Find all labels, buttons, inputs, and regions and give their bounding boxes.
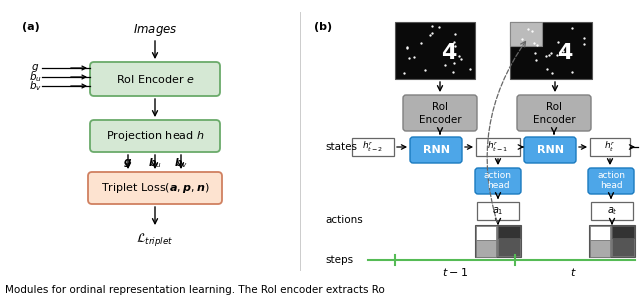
Bar: [612, 238, 634, 256]
Text: 4: 4: [442, 43, 457, 63]
Text: $h^r_{t-1}$: $h^r_{t-1}$: [487, 140, 509, 154]
Bar: [475, 225, 521, 257]
Text: steps: steps: [325, 255, 353, 265]
Bar: [476, 138, 520, 156]
Bar: [498, 226, 520, 238]
Text: action: action: [597, 171, 625, 181]
Text: Triplet Loss$(\boldsymbol{a},\boldsymbol{p},\boldsymbol{n})$: Triplet Loss$(\boldsymbol{a},\boldsymbol…: [100, 181, 209, 195]
FancyBboxPatch shape: [524, 137, 576, 163]
Bar: [498, 238, 520, 256]
Text: $h^r_{t-2}$: $h^r_{t-2}$: [362, 140, 383, 154]
Text: actions: actions: [325, 215, 363, 225]
Text: (b): (b): [314, 22, 332, 32]
Text: 4: 4: [557, 43, 573, 63]
Bar: [510, 22, 592, 79]
Text: head: head: [486, 181, 509, 191]
Text: $a_t$: $a_t$: [607, 205, 618, 217]
FancyBboxPatch shape: [88, 172, 222, 204]
Text: $\mathcal{L}_{triplet}$: $\mathcal{L}_{triplet}$: [136, 231, 173, 248]
Text: $h^r_t$: $h^r_t$: [604, 140, 616, 154]
Text: $g$: $g$: [31, 62, 39, 74]
Text: $t-1$: $t-1$: [442, 266, 468, 278]
Bar: [395, 22, 475, 79]
Bar: [612, 226, 634, 238]
Bar: [510, 22, 542, 46]
Text: RNN: RNN: [422, 145, 449, 155]
Text: $b_v$: $b_v$: [29, 79, 42, 93]
Text: $t$: $t$: [570, 266, 577, 278]
Text: Modules for ordinal representation learning. The RoI encoder extracts Ro: Modules for ordinal representation learn…: [5, 285, 385, 295]
Text: RoI: RoI: [432, 102, 448, 112]
Bar: [476, 240, 496, 257]
Bar: [591, 202, 633, 220]
FancyBboxPatch shape: [475, 168, 521, 194]
Text: $\mathit{Images}$: $\mathit{Images}$: [132, 22, 177, 38]
FancyBboxPatch shape: [517, 95, 591, 131]
Text: RoI: RoI: [546, 102, 562, 112]
Text: RNN: RNN: [536, 145, 563, 155]
Text: (a): (a): [22, 22, 40, 32]
Bar: [352, 138, 394, 156]
FancyBboxPatch shape: [403, 95, 477, 131]
FancyBboxPatch shape: [410, 137, 462, 163]
Text: $\boldsymbol{b}_v$: $\boldsymbol{b}_v$: [174, 156, 188, 170]
FancyBboxPatch shape: [90, 62, 220, 96]
Bar: [589, 225, 635, 257]
Bar: [476, 226, 496, 240]
Text: Encoder: Encoder: [532, 115, 575, 125]
Text: $\boldsymbol{b}_u$: $\boldsymbol{b}_u$: [148, 156, 162, 170]
FancyBboxPatch shape: [90, 120, 220, 152]
Text: $\boldsymbol{g}$: $\boldsymbol{g}$: [124, 157, 132, 169]
Text: action: action: [484, 171, 512, 181]
Text: head: head: [600, 181, 622, 191]
Bar: [590, 240, 610, 257]
Text: RoI Encoder $e$: RoI Encoder $e$: [116, 73, 195, 85]
Bar: [477, 202, 519, 220]
Text: Encoder: Encoder: [419, 115, 461, 125]
Text: $b_u$: $b_u$: [29, 70, 42, 84]
FancyBboxPatch shape: [588, 168, 634, 194]
Bar: [590, 138, 630, 156]
Text: states: states: [325, 142, 357, 152]
Bar: [590, 226, 610, 240]
Text: $a_1$: $a_1$: [492, 205, 504, 217]
Text: Projection head $h$: Projection head $h$: [106, 129, 204, 143]
